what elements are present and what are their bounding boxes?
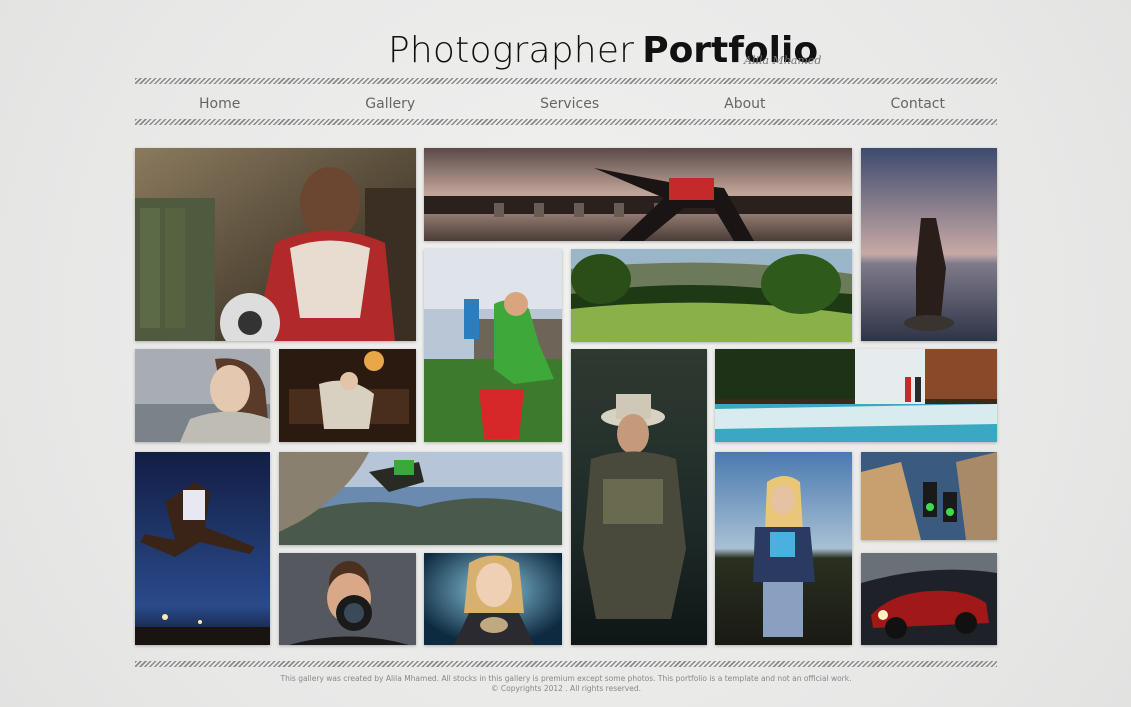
- header-divider-bottom: [135, 119, 997, 125]
- footer: This gallery was created by Alila Mhamed…: [135, 674, 997, 694]
- photo-traffic-light[interactable]: [861, 452, 997, 540]
- footer-credit: This gallery was created by Alila Mhamed…: [280, 674, 852, 683]
- photo-sprinter[interactable]: [424, 148, 852, 241]
- header-divider-top: [135, 78, 997, 84]
- photo-red-car[interactable]: [861, 553, 997, 645]
- photo-high-jumper[interactable]: [135, 452, 270, 645]
- site-title-bold: Portfolio: [642, 30, 819, 71]
- photo-rock-climber[interactable]: [279, 452, 562, 545]
- footer-copyright: © Copyrights 2012 . All rights reserved.: [491, 684, 641, 693]
- photo-waterfall[interactable]: [715, 349, 997, 442]
- nav-contact[interactable]: Contact: [890, 96, 945, 112]
- nav-about[interactable]: About: [724, 96, 766, 112]
- site-title-light: Photographer: [388, 30, 635, 71]
- photo-soccer-player[interactable]: [135, 148, 416, 341]
- photo-lake-athlete[interactable]: [861, 148, 997, 341]
- photo-woman-portrait[interactable]: [135, 349, 270, 442]
- nav-gallery[interactable]: Gallery: [365, 96, 416, 112]
- photo-girl-field[interactable]: [715, 452, 852, 645]
- main-navigation: Home Gallery Services About Contact: [135, 94, 997, 116]
- photo-girl-sand[interactable]: [424, 553, 562, 645]
- photo-golf-course[interactable]: [571, 249, 852, 342]
- site-title: Photographer Portfolio Alila Mhamed: [388, 30, 822, 80]
- photo-kids-playing[interactable]: [424, 249, 562, 442]
- footer-divider: [135, 661, 997, 667]
- author-signature: Alila Mhamed: [744, 54, 822, 67]
- nav-home[interactable]: Home: [199, 96, 241, 112]
- photo-elderly-couple[interactable]: [279, 349, 416, 442]
- photo-photographer[interactable]: [279, 553, 416, 645]
- nav-services[interactable]: Services: [540, 96, 600, 112]
- photo-fisherman[interactable]: [571, 349, 707, 645]
